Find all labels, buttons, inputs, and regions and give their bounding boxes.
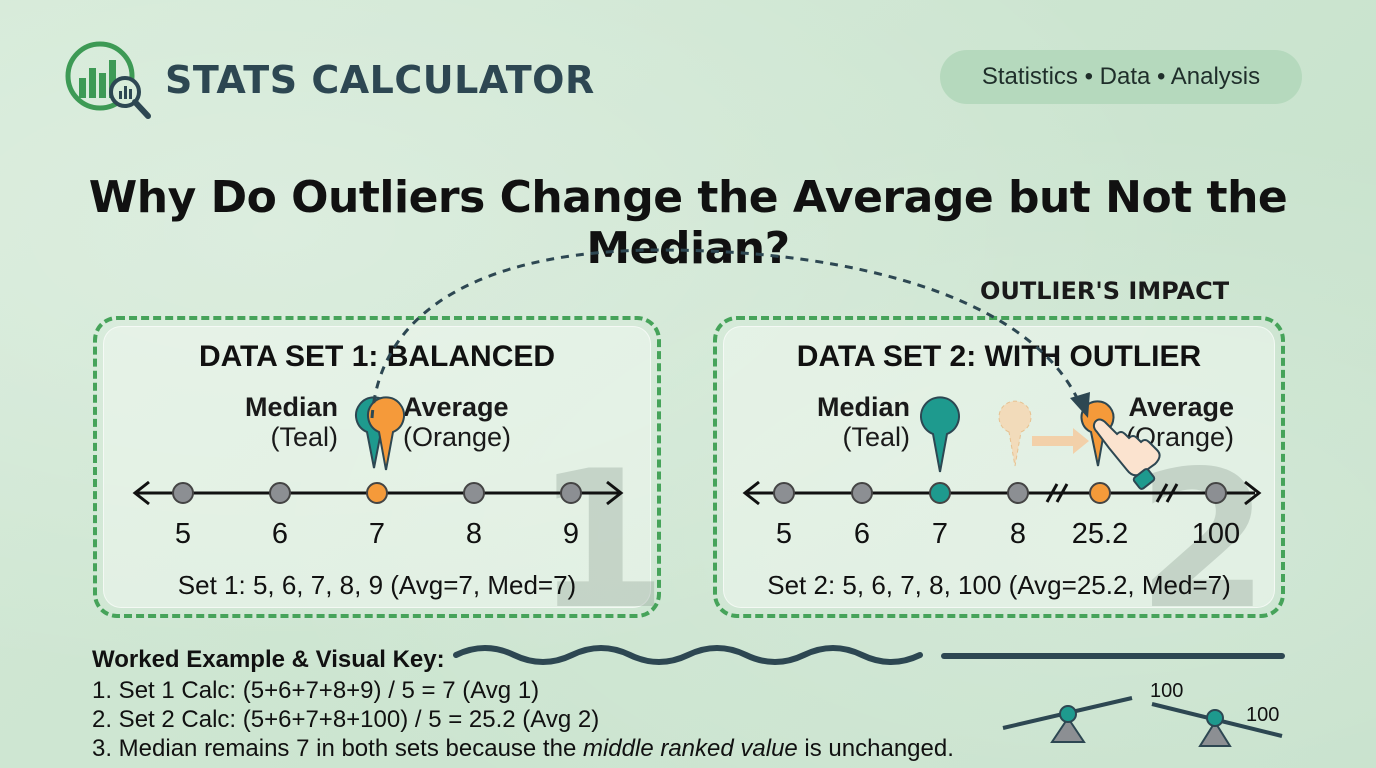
set-caption: Set 1: 5, 6, 7, 8, 9 (Avg=7, Med=7)	[177, 570, 577, 600]
tick-label: 8	[1009, 518, 1027, 550]
tick-label: 6	[853, 518, 871, 550]
tagline-badge: Statistics • Data • Analysis	[940, 50, 1302, 104]
step-3: 3. Median remains 7 in both sets because…	[92, 734, 954, 763]
arrow-right-icon	[1244, 480, 1262, 506]
outlier-impact-label: OUTLIER'S IMPACT	[980, 277, 1230, 305]
app-title: STATS CALCULATOR	[165, 58, 595, 102]
arrow-right-icon	[606, 480, 624, 506]
chart-magnifier-icon	[65, 41, 151, 119]
data-point-100	[1205, 482, 1227, 504]
step-3-emphasis: middle ranked value	[582, 735, 798, 762]
median-label: Median (Teal)	[245, 392, 338, 452]
data-point-7	[929, 482, 951, 504]
tick-label: 7	[931, 518, 949, 550]
arrow-left-icon	[132, 480, 150, 506]
median-marker-icon	[920, 396, 960, 473]
tick-label: 9	[562, 518, 580, 550]
tick-label: 25.2	[1071, 518, 1129, 550]
data-point-8	[463, 482, 485, 504]
data-point-8	[1007, 482, 1029, 504]
data-point-9	[560, 482, 582, 504]
panel-number-watermark: 2	[1137, 430, 1270, 651]
worked-example-heading: Worked Example & Visual Key:	[92, 646, 445, 673]
step-1: 1. Set 1 Calc: (5+6+7+8+9) / 5 = 7 (Avg …	[92, 677, 540, 704]
set-caption: Set 2: 5, 6, 7, 8, 100 (Avg=25.2, Med=7)	[767, 570, 1231, 600]
shift-arrow-icon	[1032, 428, 1089, 454]
median-label-sub: (Teal)	[842, 422, 911, 452]
average-point-25-2	[1089, 482, 1111, 504]
tick-label: 8	[465, 518, 483, 550]
seesaw-weight-label: 100	[1246, 704, 1280, 726]
median-label-title: Median	[245, 392, 339, 422]
tick-label: 5	[775, 518, 793, 550]
data-point-5	[773, 482, 795, 504]
step-3-text-end: is unchanged.	[797, 735, 954, 762]
average-label-title: Average	[1128, 392, 1235, 422]
pointing-hand-icon	[1092, 418, 1161, 490]
data-set-2-panel: 2 DATA SET 2: WITH OUTLIER Median (Teal)…	[713, 316, 1285, 651]
axis-break-icon	[1045, 483, 1179, 503]
step-2: 2. Set 2 Calc: (5+6+7+8+100) / 5 = 25.2 …	[92, 706, 600, 733]
median-label-sub: (Teal)	[270, 422, 339, 452]
seesaw-weight-label: 100	[1150, 680, 1184, 702]
data-point-5	[172, 482, 194, 504]
ghost-average-marker-icon	[998, 400, 1032, 467]
worked-example-steps: 1. Set 1 Calc: (5+6+7+8+9) / 5 = 7 (Avg …	[92, 676, 954, 763]
tick-label: 5	[174, 518, 192, 550]
arrow-left-icon	[742, 480, 760, 506]
step-3-text: 3. Median remains 7 in both sets because…	[92, 735, 583, 762]
tick-label: 100	[1191, 518, 1241, 550]
data-point-7	[366, 482, 388, 504]
average-label-sub: (Orange)	[403, 422, 512, 452]
tick-label: 6	[271, 518, 289, 550]
tick-label: 7	[368, 518, 386, 550]
data-set-1-panel: 1 DATA SET 1: BALANCED Median (Teal) Ave…	[93, 316, 667, 651]
data-point-6	[269, 482, 291, 504]
panel-number-watermark: 1	[535, 430, 668, 651]
page-title: Why Do Outliers Change the Average but N…	[88, 172, 1288, 274]
data-point-6	[851, 482, 873, 504]
